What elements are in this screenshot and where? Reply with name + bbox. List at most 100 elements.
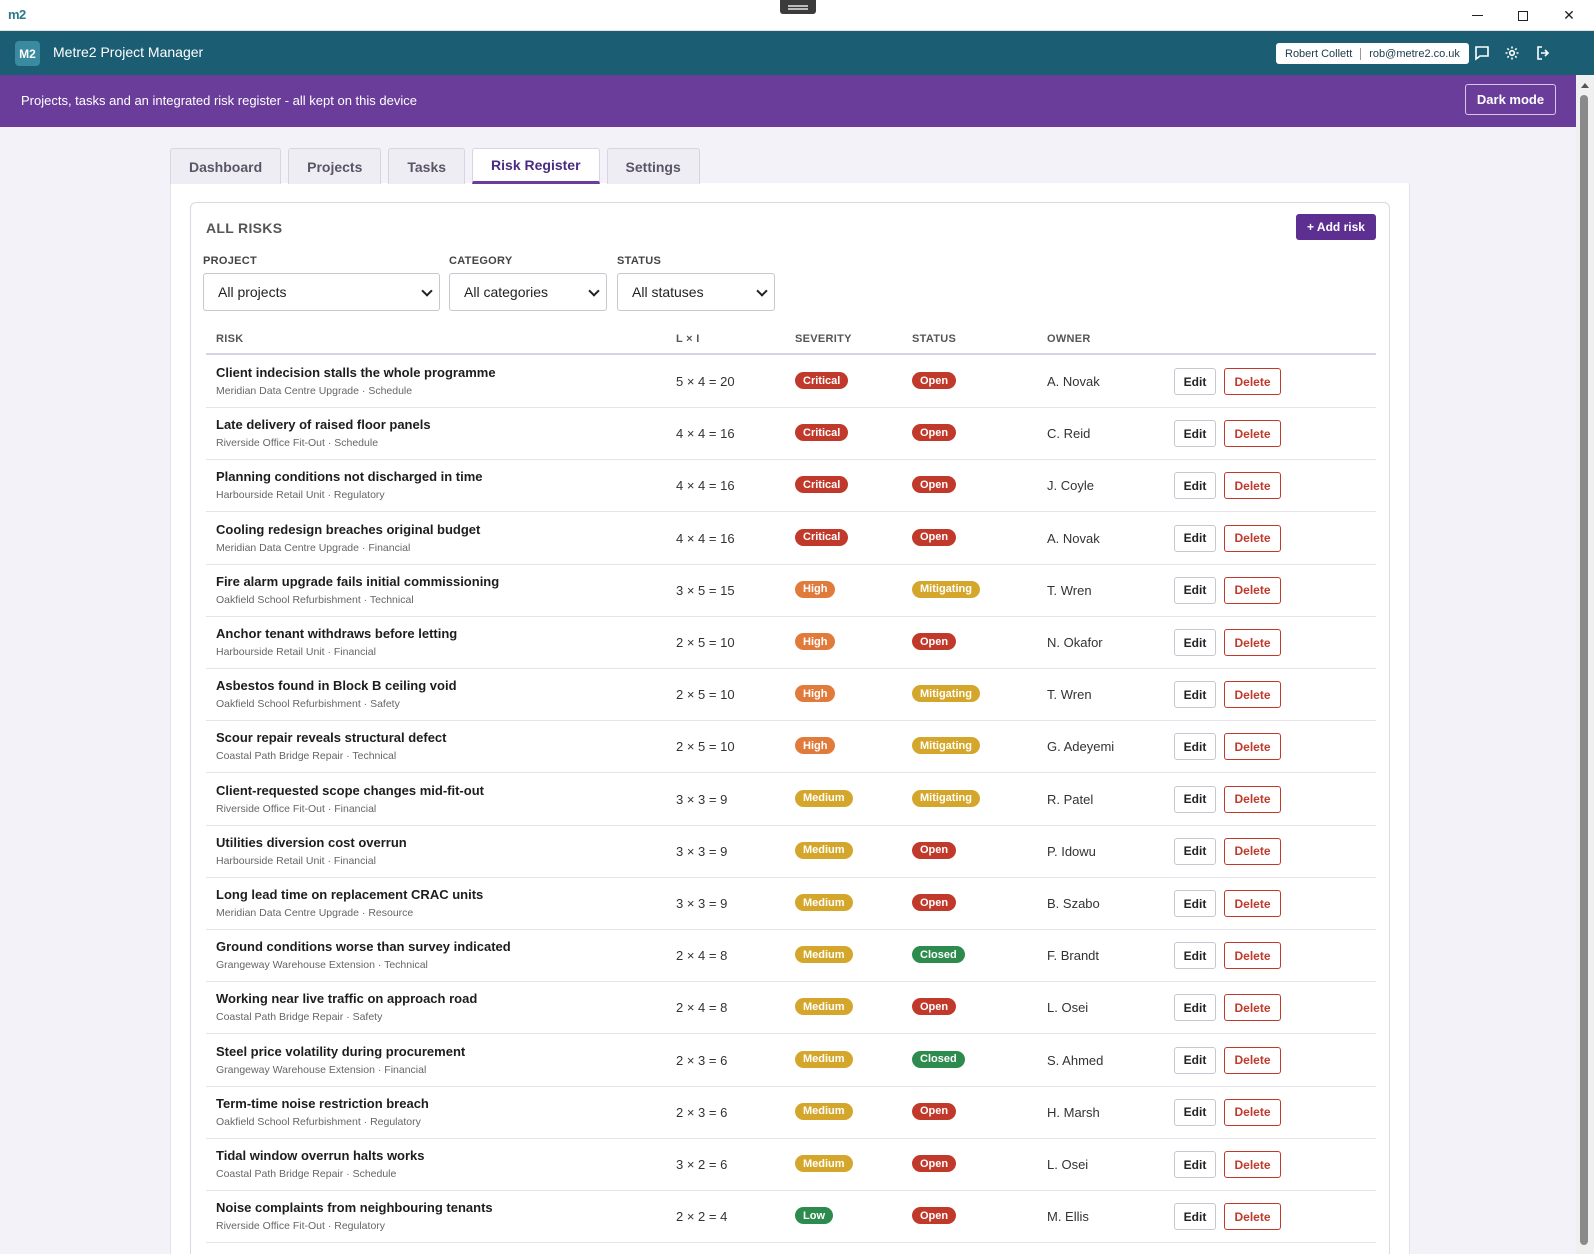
delete-button[interactable]: Delete (1224, 733, 1281, 761)
user-pill[interactable]: Robert Collett rob@metre2.co.uk (1276, 43, 1469, 64)
delete-button[interactable]: Delete (1224, 629, 1281, 656)
delete-button[interactable]: Delete (1224, 837, 1281, 865)
delete-button[interactable]: Delete (1224, 994, 1281, 1022)
app-header: M2 Metre2 Project Manager Robert Collett… (0, 31, 1594, 75)
delete-button[interactable]: Delete (1224, 576, 1281, 604)
edit-button[interactable]: Edit (1174, 1203, 1216, 1231)
risk-owner: T. Wren (1047, 582, 1092, 598)
table-row: Long lead time on replacement CRAC units… (206, 877, 1376, 930)
risk-score: 3 × 5 = 15 (676, 582, 735, 598)
maximize-button[interactable] (1500, 0, 1546, 31)
table-row: Noise complaints from neighbouring tenan… (206, 1190, 1376, 1244)
risk-title: Ground conditions worse than survey indi… (216, 939, 511, 955)
risk-project-category: Coastal Path Bridge Repair · Safety (216, 1011, 383, 1024)
category-filter-value: All categories (464, 284, 549, 300)
risk-score: 3 × 3 = 9 (676, 843, 728, 859)
chat-icon[interactable] (1472, 43, 1492, 63)
severity-badge: Medium (795, 998, 853, 1016)
severity-badge: Low (795, 1207, 833, 1225)
risk-project-category: Oakfield School Refurbishment · Regulato… (216, 1115, 421, 1128)
edit-button[interactable]: Edit (1174, 524, 1216, 552)
edit-button[interactable]: Edit (1174, 785, 1216, 813)
severity-badge: Critical (795, 372, 849, 389)
edit-button[interactable]: Edit (1174, 1098, 1216, 1126)
risk-score: 3 × 2 = 6 (676, 1157, 728, 1172)
severity-badge: High (795, 685, 836, 703)
scroll-up-icon[interactable] (1581, 83, 1589, 88)
table-row: Ground conditions worse than survey indi… (206, 929, 1376, 983)
severity-badge: Critical (795, 528, 849, 546)
risk-title: Cooling redesign breaches original budge… (216, 521, 481, 537)
edit-button[interactable]: Edit (1174, 420, 1216, 448)
status-filter-select[interactable]: All statuses (617, 273, 775, 311)
status-badge: Closed (912, 1050, 965, 1068)
risk-project-category: Oakfield School Refurbishment · Technica… (216, 593, 414, 606)
app-logo: M2 (15, 41, 40, 66)
risk-owner: B. Szabo (1047, 896, 1100, 911)
delete-button[interactable]: Delete (1224, 1098, 1281, 1126)
edit-button[interactable]: Edit (1174, 629, 1216, 656)
delete-button[interactable]: Delete (1224, 785, 1281, 813)
edit-button[interactable]: Edit (1174, 368, 1216, 395)
risk-score: 2 × 3 = 6 (676, 1052, 728, 1068)
edit-button[interactable]: Edit (1174, 576, 1216, 604)
risk-project-category: Grangeway Warehouse Extension · Technica… (216, 959, 428, 972)
risk-score: 5 × 4 = 20 (676, 374, 735, 389)
edit-button[interactable]: Edit (1174, 942, 1216, 970)
tab-dashboard[interactable]: Dashboard (170, 148, 282, 184)
delete-button[interactable]: Delete (1224, 1046, 1281, 1074)
table-row: Working near live traffic on approach ro… (206, 981, 1376, 1035)
status-badge: Mitigating (912, 737, 980, 755)
minimize-button[interactable] (1454, 0, 1500, 31)
risk-owner: N. Okafor (1047, 635, 1103, 650)
tab-tasks[interactable]: Tasks (388, 148, 466, 184)
tab-settings[interactable]: Settings (606, 148, 700, 184)
project-filter-value: All projects (218, 284, 287, 300)
logout-icon[interactable] (1533, 43, 1553, 63)
column-header-risk: RISK (216, 333, 244, 345)
table-row: Client indecision stalls the whole progr… (206, 355, 1376, 408)
risk-title: Late delivery of raised floor panels (216, 417, 431, 433)
risk-project-category: Harbourside Retail Unit · Financial (216, 646, 376, 658)
edit-button[interactable]: Edit (1174, 733, 1216, 761)
dark-mode-button[interactable]: Dark mode (1465, 84, 1556, 115)
project-filter-label: PROJECT (203, 255, 258, 267)
severity-badge: Medium (795, 1102, 853, 1120)
delete-button[interactable]: Delete (1224, 942, 1281, 970)
delete-button[interactable]: Delete (1224, 472, 1281, 500)
tab-risk-register[interactable]: Risk Register (472, 148, 600, 184)
delete-button[interactable]: Delete (1224, 1151, 1281, 1178)
scroll-thumb[interactable] (1580, 95, 1588, 1245)
table-row: Cooling redesign breaches original budge… (206, 512, 1376, 565)
severity-badge: High (795, 737, 836, 755)
status-badge: Mitigating (912, 789, 980, 807)
category-filter-select[interactable]: All categories (449, 273, 607, 311)
user-name: Robert Collett (1285, 47, 1353, 60)
tab-projects[interactable]: Projects (288, 148, 382, 184)
window-drag-handle[interactable] (780, 0, 816, 14)
close-button[interactable]: ✕ (1546, 0, 1592, 31)
project-filter-select[interactable]: All projects (203, 273, 440, 311)
edit-button[interactable]: Edit (1174, 890, 1216, 917)
edit-button[interactable]: Edit (1174, 1046, 1216, 1074)
vertical-scrollbar[interactable] (1576, 75, 1594, 1254)
delete-button[interactable]: Delete (1224, 681, 1281, 709)
edit-button[interactable]: Edit (1174, 994, 1216, 1022)
gear-icon[interactable] (1502, 43, 1522, 63)
edit-button[interactable]: Edit (1174, 681, 1216, 709)
risk-title: Client-requested scope changes mid-fit-o… (216, 782, 484, 798)
delete-button[interactable]: Delete (1224, 1203, 1281, 1231)
delete-button[interactable]: Delete (1224, 524, 1281, 552)
edit-button[interactable]: Edit (1174, 1151, 1216, 1178)
severity-badge: Medium (795, 946, 853, 964)
severity-badge: Medium (795, 894, 853, 911)
banner-text: Projects, tasks and an integrated risk r… (21, 93, 417, 108)
delete-button[interactable]: Delete (1224, 368, 1281, 395)
delete-button[interactable]: Delete (1224, 890, 1281, 917)
risk-score: 4 × 4 = 16 (676, 426, 735, 442)
edit-button[interactable]: Edit (1174, 472, 1216, 500)
delete-button[interactable]: Delete (1224, 420, 1281, 448)
risk-project-category: Coastal Path Bridge Repair · Technical (216, 750, 397, 763)
add-risk-button[interactable]: + Add risk (1296, 214, 1376, 240)
edit-button[interactable]: Edit (1174, 837, 1216, 865)
